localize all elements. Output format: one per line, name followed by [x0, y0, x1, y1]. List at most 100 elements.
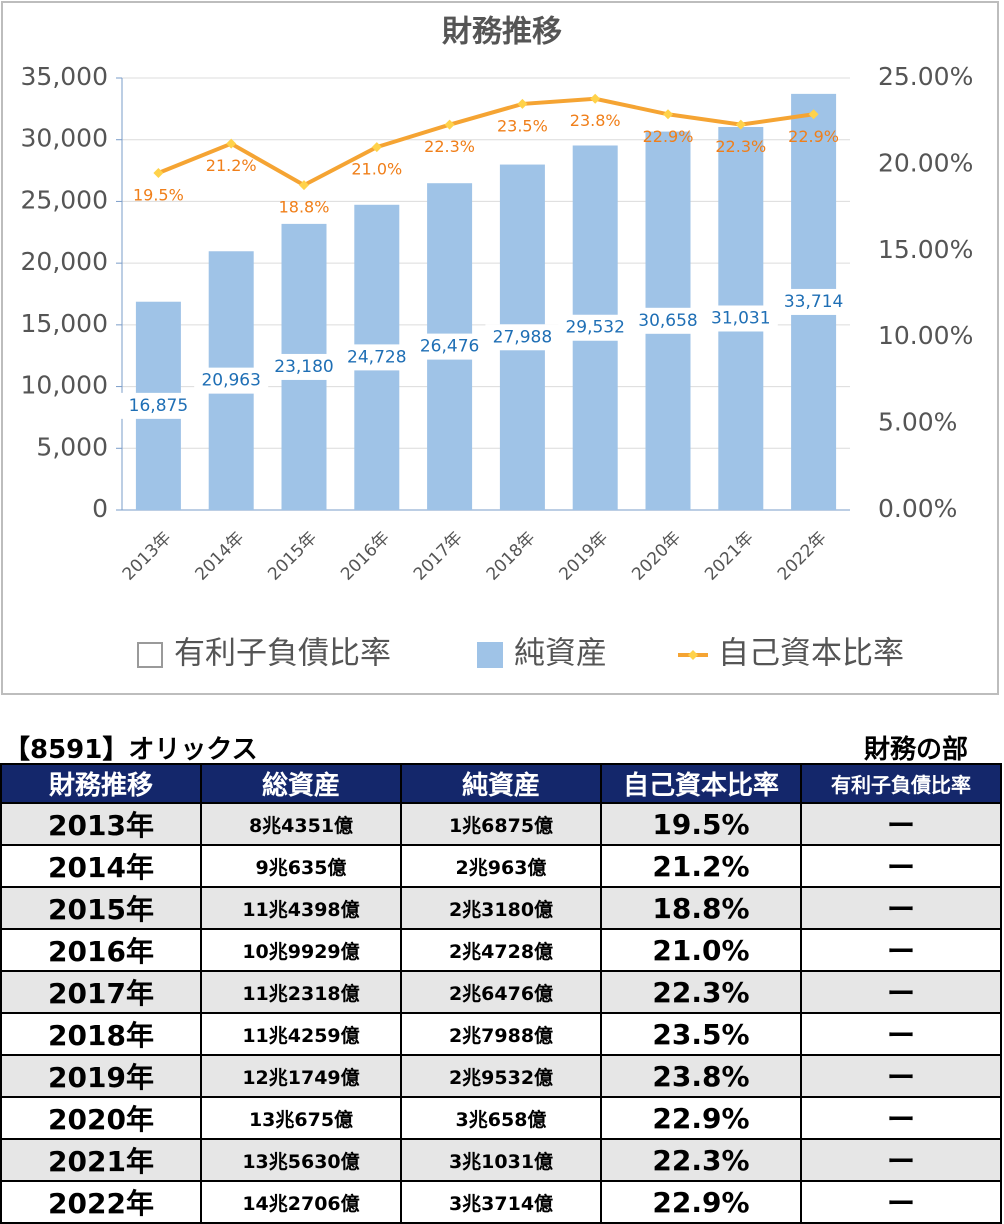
header-cell: 総資産: [200, 763, 402, 804]
table-cell: 14兆2706億: [200, 1180, 402, 1224]
table-cell: 13兆5630億: [200, 1138, 402, 1182]
data-label: 26,476: [420, 337, 479, 357]
table-cell: 23.5%: [600, 1012, 802, 1056]
table-cell: 2018年: [0, 1012, 202, 1056]
data-label: 30,658: [638, 311, 697, 331]
table-cell: ー: [800, 1054, 1002, 1098]
table-cell: ー: [800, 970, 1002, 1014]
data-label-bg: [194, 367, 269, 394]
data-label: 23.5%: [497, 116, 548, 135]
data-label: 33,714: [784, 292, 843, 312]
line-marker: [444, 119, 455, 130]
table-cell: 2兆7988億: [400, 1012, 602, 1056]
data-label: 22.3%: [424, 137, 475, 156]
table-cell: 8兆4351億: [200, 802, 402, 846]
data-label: 21.2%: [206, 156, 257, 175]
table-cell: 2021年: [0, 1138, 202, 1182]
line-marker: [299, 180, 309, 191]
table-cell: 2017年: [0, 970, 202, 1014]
table-cell: 3兆658億: [400, 1096, 602, 1140]
table-row: 2022年 14兆2706億 3兆3714億 22.9% ー: [0, 1180, 1002, 1224]
table-cell: 13兆675億: [200, 1096, 402, 1140]
line-marker: [590, 93, 601, 104]
legend-marker: [688, 650, 698, 660]
table-cell: 10兆9929億: [200, 928, 402, 972]
table-cell: 21.0%: [600, 928, 802, 972]
table-cell: 19.5%: [600, 802, 802, 846]
data-label: 20,963: [201, 371, 260, 391]
data-label-bg: [412, 333, 487, 360]
table: 財務推移 総資産 純資産 自己資本比率 有利子負債比率 2013年 8兆4351億 1兆687…: [0, 763, 1002, 1224]
data-label: 18.8%: [279, 198, 330, 217]
line-marker: [735, 119, 746, 130]
table-cell: 22.9%: [600, 1096, 802, 1140]
table-cell: 2014年: [0, 844, 202, 888]
table-cell: 2019年: [0, 1054, 202, 1098]
legend-swatch: [137, 642, 163, 668]
data-label-bg: [558, 314, 633, 341]
y2-tick-label: 15.00%: [878, 235, 973, 264]
y-tick-label: 15,000: [21, 309, 108, 338]
data-label: 16,875: [129, 396, 188, 416]
table-cell: 3兆3714億: [400, 1180, 602, 1224]
data-label: 22.9%: [788, 127, 839, 146]
table-cell: 11兆4259億: [200, 1012, 402, 1056]
table-heading: 【8591】オリックス 財務の部: [0, 725, 1004, 765]
table-cell: 11兆4398億: [200, 886, 402, 930]
table-cell: ー: [800, 1096, 1002, 1140]
table-section: 【8591】オリックス 財務の部 財務推移 総資産 純資産 自己資本比率 有利子負債比率…: [0, 725, 1004, 1224]
legend-label: 純資産: [514, 636, 607, 672]
table-cell: 2兆963億: [400, 844, 602, 888]
table-cell: 11兆2318億: [200, 970, 402, 1014]
table-cell: 12兆1749億: [200, 1054, 402, 1098]
data-label-bg: [703, 305, 778, 332]
y-tick-label: 35,000: [21, 62, 108, 91]
table-row: 2018年 11兆4259億 2兆7988億 23.5% ー: [0, 1012, 1002, 1056]
table-cell: ー: [800, 1012, 1002, 1056]
data-label: 21.0%: [351, 160, 402, 179]
table-row: 2016年 10兆9929億 2兆4728億 21.0% ー: [0, 928, 1002, 972]
data-label-bg: [121, 392, 196, 419]
table-row: 2013年 8兆4351億 1兆6875億 19.5% ー: [0, 802, 1002, 846]
table-cell: 2013年: [0, 802, 202, 846]
line: [157, 96, 814, 188]
legend-swatch: [477, 642, 503, 668]
data-label-bg: [485, 324, 560, 351]
table-cell: ー: [800, 802, 1002, 846]
line-marker: [371, 142, 382, 153]
table-cell: 2兆3180億: [400, 886, 602, 930]
y2-tick-label: 20.00%: [878, 148, 973, 177]
y2-tick-label: 25.00%: [878, 62, 973, 91]
data-label-bg: [631, 307, 705, 334]
table-cell: 2020年: [0, 1096, 202, 1140]
header-row: 財務推移 総資産 純資産 自己資本比率 有利子負債比率: [0, 763, 1002, 804]
header-cell: 財務推移: [0, 763, 202, 804]
line-marker: [808, 109, 819, 120]
legend-label: 有利子負債比率: [174, 636, 391, 672]
y2-tick-label: 0.00%: [878, 494, 957, 523]
table-cell: 18.8%: [600, 886, 802, 930]
line-marker: [517, 98, 528, 109]
table-title: 【8591】オリックス: [4, 735, 258, 765]
header-cell: 純資産: [400, 763, 602, 804]
table-row: 2017年 11兆2318億 2兆6476億 22.3% ー: [0, 970, 1002, 1014]
table-cell: 9兆635億: [200, 844, 402, 888]
table-cell: 2兆4728億: [400, 928, 602, 972]
table-cell: 22.3%: [600, 1138, 802, 1182]
y-tick-label: 25,000: [21, 185, 108, 214]
table-subtitle: 財務の部: [863, 735, 968, 765]
data-label-bg: [339, 344, 414, 371]
data-label: 19.5%: [133, 186, 184, 205]
data-label: 31,031: [711, 308, 770, 328]
table-cell: ー: [800, 886, 1002, 930]
data-label: 22.3%: [715, 137, 766, 156]
table-cell: 23.8%: [600, 1054, 802, 1098]
table-cell: 2兆9532億: [400, 1054, 602, 1098]
chart: 財務推移 0 5,000 10,000 15,000 20,000 25,000 30,00…: [1, 1, 999, 695]
table-row: 2015年 11兆4398億 2兆3180億 18.8% ー: [0, 886, 1002, 930]
data-label: 24,728: [347, 347, 406, 367]
line-marker: [226, 138, 237, 149]
data-label: 22.9%: [643, 127, 694, 146]
header-cell: 自己資本比率: [600, 763, 802, 804]
table-cell: 2016年: [0, 928, 202, 972]
